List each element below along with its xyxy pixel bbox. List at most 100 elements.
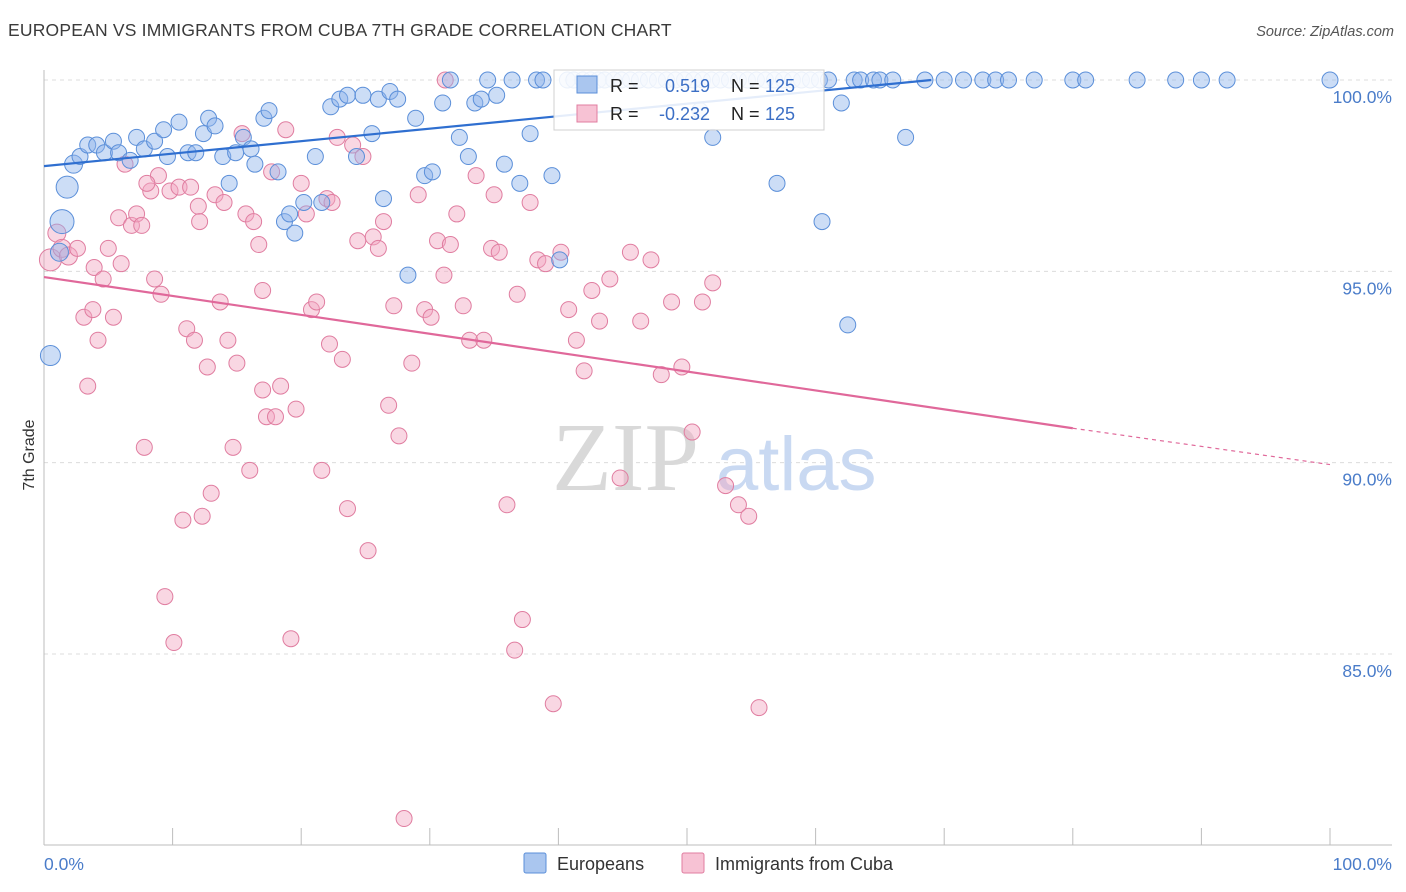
- cuba-point-121: [191, 213, 209, 231]
- europeans-point-104: [884, 71, 902, 89]
- europeans-point-30: [260, 102, 278, 120]
- cuba-point-33: [198, 358, 216, 376]
- legend-cuba-swatch[interactable]: [681, 852, 705, 874]
- cuba-point-88: [490, 243, 508, 261]
- cuba-point-87: [483, 239, 501, 257]
- europeans-point-47: [389, 90, 407, 108]
- europeans-point-99: [832, 94, 850, 112]
- europeans-point-42: [354, 86, 372, 104]
- stats-cuba-n-label: N =: [731, 104, 760, 124]
- cuba-point-93: [529, 251, 547, 269]
- europeans-point-124: [1321, 71, 1339, 89]
- cuba-point-51: [277, 121, 295, 139]
- source-credit: Source: ZipAtlas.com: [1256, 24, 1394, 40]
- cuba-point-18: [135, 438, 153, 456]
- cuba-point-99: [575, 362, 593, 380]
- cuba-trend-line: [43, 275, 1073, 430]
- europeans-point-24: [220, 174, 238, 192]
- cuba-point-98: [567, 331, 585, 349]
- cuba-point-94: [537, 255, 555, 273]
- europeans-point-28: [246, 155, 264, 173]
- europeans-point-53: [441, 71, 459, 89]
- cuba-point-124: [508, 285, 526, 303]
- cuba-point-119: [138, 174, 156, 192]
- europeans-point-51: [423, 163, 441, 181]
- europeans-point-58: [479, 71, 497, 89]
- cuba-point-9: [94, 270, 112, 288]
- watermark-zip: ZIP: [552, 404, 699, 512]
- cuba-point-76: [409, 186, 427, 204]
- cuba-point-31: [189, 197, 207, 215]
- cuba-point-53: [287, 400, 305, 418]
- europeans-point-122: [1192, 71, 1210, 89]
- cuba-point-97: [560, 301, 578, 319]
- cuba-point-46: [254, 281, 272, 299]
- chart-title: EUROPEAN VS IMMIGRANTS FROM CUBA 7TH GRA…: [8, 20, 672, 40]
- cuba-point-23: [156, 588, 174, 606]
- cuba-point-7: [85, 259, 103, 277]
- y-axis-tick-labels: 100.0% 95.0% 90.0% 85.0%: [1333, 87, 1392, 681]
- europeans-point-106: [704, 128, 722, 146]
- europeans-point-60: [495, 155, 513, 173]
- stats-europeans-swatch: [576, 75, 598, 94]
- cuba-point-108: [663, 293, 681, 311]
- stats-cuba-r-label: R =: [610, 104, 639, 124]
- europeans-point-66: [543, 167, 561, 185]
- europeans-point-49: [407, 109, 425, 127]
- cuba-point-110: [683, 423, 701, 441]
- cuba-point-10: [99, 239, 117, 257]
- europeans-point-50: [416, 167, 434, 185]
- cuba-point-122: [254, 381, 272, 399]
- cuba-point-62: [333, 350, 351, 368]
- cuba-point-74: [395, 810, 413, 828]
- cuba-point-123: [320, 335, 338, 353]
- cuba-point-26: [170, 178, 188, 196]
- cuba-point-72: [385, 297, 403, 315]
- y-tick-label-0: 100.0%: [1333, 87, 1392, 107]
- cuba-point-52: [282, 630, 300, 648]
- cuba-point-118: [485, 186, 503, 204]
- legend-europeans-swatch[interactable]: [523, 852, 547, 874]
- europeans-point-119: [1077, 71, 1095, 89]
- cuba-point-57: [308, 293, 326, 311]
- cuba-point-48: [263, 163, 281, 181]
- europeans-point-11: [121, 151, 139, 169]
- cuba-point-13: [112, 255, 130, 273]
- cuba-point-34: [202, 484, 220, 502]
- europeans-point-39: [331, 90, 349, 108]
- legend: Europeans Immigrants from Cuba: [523, 852, 894, 874]
- stats-box-frame: [553, 69, 825, 131]
- legend-europeans-label[interactable]: Europeans: [557, 854, 644, 874]
- europeans-point-114: [974, 71, 992, 89]
- europeans-point-37: [313, 193, 331, 211]
- cuba-point-81: [441, 236, 459, 254]
- europeans-point-55: [459, 148, 477, 166]
- cuba-point-104: [621, 243, 639, 261]
- cuba-point-60: [323, 193, 341, 211]
- cuba-point-85: [467, 167, 485, 185]
- cuba-point-17: [133, 216, 151, 234]
- cuba-point-103: [611, 469, 629, 487]
- europeans-point-102: [864, 71, 882, 89]
- stats-cuba-r-value: -0.232: [659, 104, 710, 124]
- cuba-point-113: [717, 477, 735, 495]
- stats-box: R = 0.519 N = 125 R = -0.232 N = 125: [553, 69, 825, 131]
- europeans-point-109: [839, 316, 857, 334]
- europeans-point-101: [852, 71, 870, 89]
- europeans-point-62: [511, 174, 529, 192]
- europeans-point-110: [897, 128, 915, 146]
- cuba-point-39: [224, 438, 242, 456]
- y-tick-label-3: 85.0%: [1342, 661, 1392, 681]
- europeans-point-107: [768, 174, 786, 192]
- europeans-point-48: [399, 266, 417, 284]
- stats-cuba-n-value: 125: [765, 104, 795, 124]
- cuba-point-43: [241, 461, 259, 479]
- europeans-point-3: [49, 242, 69, 262]
- legend-cuba-label[interactable]: Immigrants from Cuba: [715, 854, 894, 874]
- cuba-point-106: [642, 251, 660, 269]
- europeans-point-31: [269, 163, 287, 181]
- y-tick-label-2: 90.0%: [1342, 470, 1392, 490]
- cuba-point-63: [338, 500, 356, 518]
- europeans-point-108: [813, 213, 831, 231]
